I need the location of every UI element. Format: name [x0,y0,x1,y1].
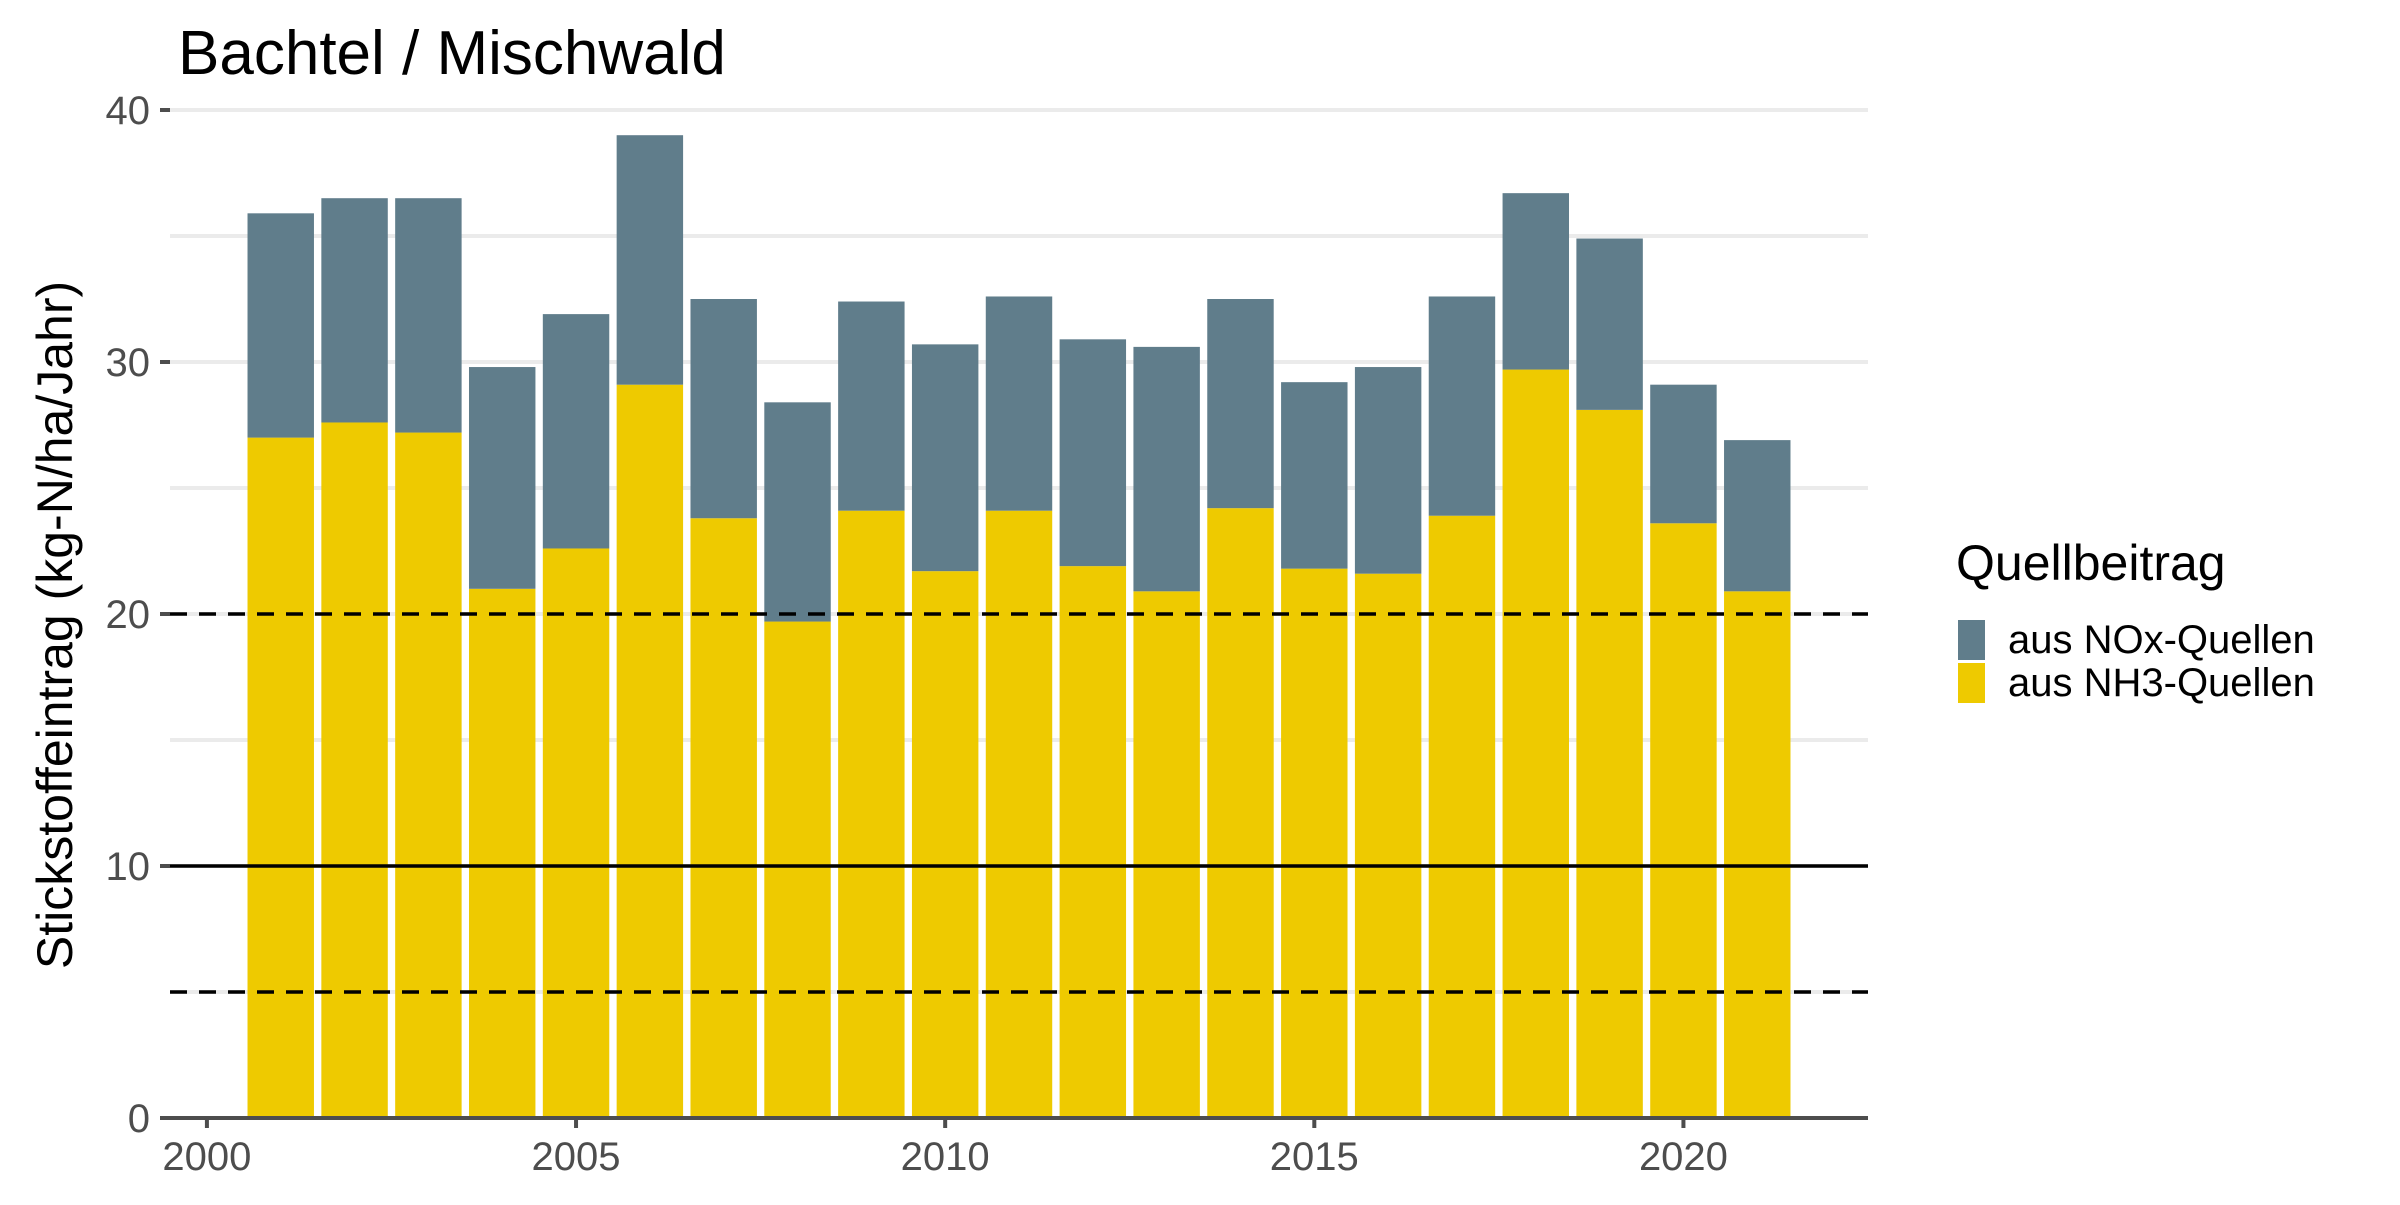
bar-nox-2009 [838,301,905,511]
bar-nox-2017 [1428,296,1496,516]
bar-nh3-2014 [1207,508,1274,1118]
bar-nox-2013 [1133,346,1200,592]
bar-nox-2001 [247,213,314,438]
legend-key-1 [1958,663,1985,703]
x-tick-label: 2020 [1639,1135,1728,1179]
bar-nox-2005 [542,314,610,549]
bar-nox-2004 [468,367,536,589]
bar-nh3-2001 [247,437,314,1119]
bar-nox-2019 [1576,238,1643,410]
bar-nox-2002 [321,198,388,423]
x-tick-label: 2015 [1270,1135,1359,1179]
bar-nh3-2010 [911,571,979,1118]
y-tick-label: 30 [106,341,151,385]
bar-nox-2014 [1207,299,1274,509]
y-tick-label: 0 [128,1097,150,1141]
y-tick-label: 20 [106,593,151,637]
bar-nox-2018 [1502,193,1570,370]
y-tick-label: 10 [106,845,151,889]
bar-nh3-2003 [395,432,462,1118]
bar-nh3-2017 [1428,515,1496,1118]
bar-nh3-2012 [1059,566,1127,1118]
y-tick-label: 40 [106,89,151,133]
bar-nox-2016 [1354,367,1422,574]
bar-nh3-2006 [616,384,684,1118]
x-tick-label: 2010 [901,1135,990,1179]
bar-nh3-2019 [1576,409,1643,1118]
chart-title: Bachtel / Mischwald [178,19,726,88]
bar-nox-2008 [764,402,831,622]
bar-nh3-2008 [764,621,831,1118]
bar-nh3-2002 [321,422,388,1119]
bar-nox-2011 [985,296,1053,511]
bar-nh3-2015 [1281,568,1348,1118]
bar-nox-2012 [1059,339,1127,567]
bar-nh3-2009 [838,510,905,1118]
reference-lines [170,612,1868,994]
legend-key-0 [1958,620,1985,660]
bar-nh3-2004 [468,588,536,1118]
bar-nox-2020 [1650,384,1717,524]
bar-nox-2007 [690,299,757,519]
bar-nh3-2011 [985,510,1053,1118]
x-tick-label: 2000 [162,1135,251,1179]
bar-nox-2010 [911,344,979,572]
bar-nh3-2021 [1724,591,1791,1118]
bar-nh3-2007 [690,518,757,1118]
legend-title: Quellbeitrag [1956,535,2226,591]
bar-nh3-2018 [1502,369,1570,1118]
bars [247,135,1791,1119]
x-tick-label: 2005 [532,1135,621,1179]
bar-nh3-2016 [1354,573,1422,1118]
bar-nox-2003 [395,198,462,433]
bar-nox-2015 [1281,382,1348,569]
legend-label-1: aus NH3-Quellen [2008,661,2315,705]
y-axis-label: Stickstoffeintrag (kg-N/ha/Jahr) [27,281,83,969]
bar-nox-2021 [1724,440,1791,592]
bar-nh3-2005 [542,548,610,1118]
bar-nox-2006 [616,135,684,385]
legend-label-0: aus NOx-Quellen [2008,618,2315,662]
bar-nh3-2013 [1133,591,1200,1118]
axes: 0 10 20 30 40 2000 2005 2010 2015 2020 [106,89,1868,1179]
bar-nh3-2020 [1650,523,1717,1118]
